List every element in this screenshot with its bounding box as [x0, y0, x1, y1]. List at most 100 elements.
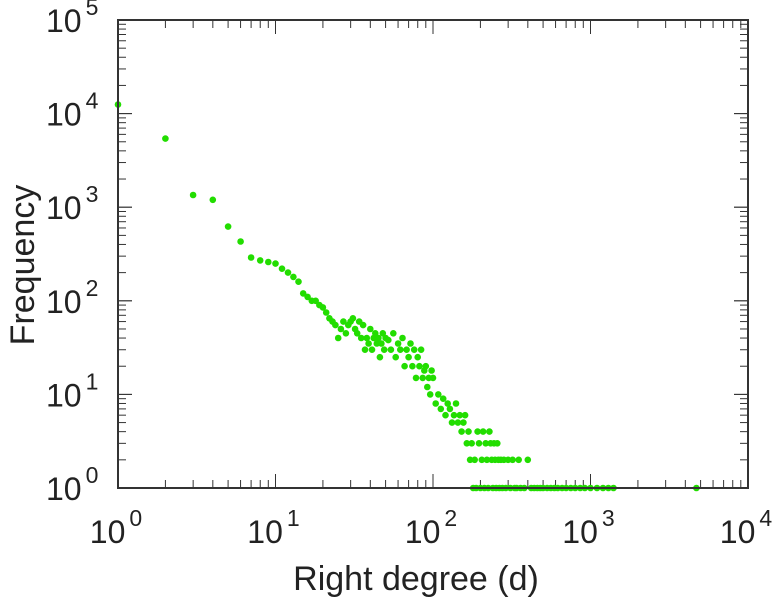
data-point: [209, 196, 217, 204]
data-point: [390, 330, 397, 337]
data-point: [474, 428, 481, 435]
data-point: [380, 346, 388, 354]
data-point: [483, 456, 491, 464]
data-point: [468, 440, 476, 447]
data-point: [482, 440, 490, 447]
data-point: [399, 334, 406, 342]
data-point: [247, 254, 255, 261]
data-point: [237, 238, 244, 245]
y-tick-label: 10 4: [46, 88, 99, 133]
x-tick-label: 10 0: [90, 505, 142, 550]
data-point: [363, 334, 371, 342]
data-point: [450, 411, 458, 419]
data-point: [446, 405, 454, 413]
x-tick-label: 10 2: [405, 505, 457, 550]
data-point: [422, 362, 430, 370]
data-point: [319, 304, 327, 311]
data-point: [361, 346, 369, 354]
data-point: [405, 353, 412, 361]
y-tick-label: 10 3: [46, 181, 98, 226]
data-point: [290, 273, 297, 281]
y-axis-title: Frequency: [4, 185, 42, 346]
data-point: [368, 346, 376, 354]
data-point: [373, 340, 381, 347]
data-point: [278, 265, 286, 273]
data-point: [265, 258, 272, 266]
data-point: [458, 428, 465, 435]
data-point: [387, 346, 395, 354]
data-point: [403, 346, 410, 354]
y-tick-label: 10 0: [46, 462, 98, 507]
data-point: [417, 346, 425, 354]
plot-frame: [117, 19, 749, 489]
data-point: [439, 395, 447, 403]
data-point: [515, 456, 522, 464]
data-point: [452, 400, 460, 407]
data-point: [359, 321, 367, 329]
data-point: [375, 334, 382, 342]
data-point: [401, 362, 408, 370]
data-point: [357, 334, 365, 342]
data-point: [432, 400, 440, 407]
data-point: [394, 340, 402, 347]
data-point: [454, 419, 462, 426]
x-axis-title: Right degree (d): [293, 560, 539, 598]
data-point: [378, 340, 385, 347]
data-point: [412, 374, 420, 382]
x-tick-labels: 10 0 10 1 10 2 10 3 10 4: [90, 505, 773, 550]
data-point: [295, 278, 302, 286]
data-point: [372, 330, 379, 337]
data-point: [376, 353, 384, 361]
data-point: [442, 411, 449, 419]
data-point: [428, 367, 435, 374]
x-tick-label: 10 1: [247, 505, 299, 550]
data-point: [162, 135, 169, 142]
data-point: [224, 223, 232, 230]
data-point: [524, 456, 532, 464]
data-point: [509, 456, 516, 464]
data-point: [367, 325, 374, 333]
data-point: [444, 400, 452, 407]
data-points: [114, 101, 700, 492]
data-point: [410, 346, 418, 354]
data-point: [340, 318, 347, 325]
data-point: [437, 405, 445, 413]
data-point: [460, 419, 467, 426]
data-point: [414, 353, 422, 361]
data-point: [284, 269, 292, 276]
data-point: [322, 309, 330, 316]
data-point: [494, 440, 501, 447]
data-point: [342, 330, 350, 337]
x-tick-label: 10 3: [562, 505, 614, 550]
data-point: [312, 297, 320, 305]
data-point: [353, 330, 361, 337]
data-point: [465, 428, 472, 435]
data-point: [304, 293, 311, 301]
data-point: [426, 391, 434, 398]
data-point: [471, 456, 479, 464]
tick-marks: [117, 19, 749, 489]
data-point: [349, 315, 357, 322]
data-point: [334, 334, 342, 342]
data-point: [424, 383, 431, 391]
data-point: [272, 260, 279, 267]
data-point: [189, 191, 197, 199]
data-point: [461, 411, 469, 419]
y-tick-label: 10 5: [46, 0, 98, 39]
data-point: [486, 428, 493, 435]
data-point: [475, 440, 483, 447]
data-point: [407, 340, 414, 347]
data-point: [299, 290, 307, 297]
x-tick-label: 10 4: [720, 505, 773, 550]
data-point: [392, 353, 400, 361]
data-point: [256, 257, 264, 264]
data-point: [466, 456, 474, 464]
data-point: [479, 428, 487, 435]
data-point: [385, 336, 392, 344]
data-point: [419, 374, 427, 382]
data-point: [332, 321, 339, 329]
data-point: [463, 440, 471, 447]
data-point: [456, 411, 464, 419]
